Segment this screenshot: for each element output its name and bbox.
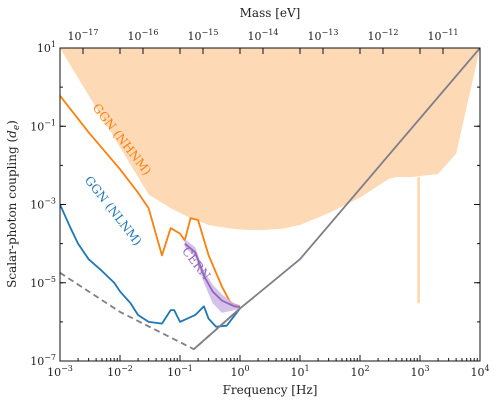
- y-tick-label: 10−1: [30, 118, 56, 133]
- y-tick-label: 10−7: [30, 353, 56, 368]
- top-tick-label: 10−16: [128, 28, 159, 43]
- top-tick-label: 10−12: [368, 28, 399, 43]
- excluded-region: [60, 48, 480, 231]
- x-tick-label: 103: [410, 364, 429, 379]
- plot-area: [60, 48, 480, 351]
- ggn-nhnm-line: [60, 95, 241, 308]
- top-tick-label: 10−17: [68, 28, 99, 43]
- top-tick-label: 10−15: [188, 28, 219, 43]
- top-tick-label: 10−13: [308, 28, 339, 43]
- x-tick-label: 100: [230, 364, 249, 379]
- top-tick-label: 10−11: [428, 28, 459, 43]
- cern-line: [184, 242, 241, 308]
- cern-band: [184, 239, 240, 313]
- y-tick-label: 101: [37, 40, 56, 55]
- y-tick-label: 10−5: [30, 275, 56, 290]
- axis-ticks: [59, 47, 481, 362]
- top-axis-title: Mass [eV]: [240, 6, 301, 20]
- x-tick-label: 102: [350, 364, 369, 379]
- x-axis-title: Frequency [Hz]: [223, 383, 318, 397]
- y-axis-title: Scalar-photon coupling (de): [5, 120, 22, 288]
- ggn-nlnm-line: [60, 204, 241, 328]
- tick-labels: 10−3 10−2 10−1 100 101 102 103 104 10−7 10−5 10−3 1…: [30, 28, 489, 379]
- top-tick-label: 10−14: [248, 28, 279, 43]
- x-tick-label: 10−3: [47, 364, 73, 379]
- x-tick-label: 104: [470, 364, 489, 379]
- excluded-spike: [417, 177, 420, 304]
- x-tick-label: 10−2: [107, 364, 133, 379]
- series-4-line: [60, 272, 241, 351]
- x-tick-label: 10−1: [167, 364, 193, 379]
- x-tick-label: 101: [290, 364, 309, 379]
- y-tick-label: 10−3: [30, 197, 56, 212]
